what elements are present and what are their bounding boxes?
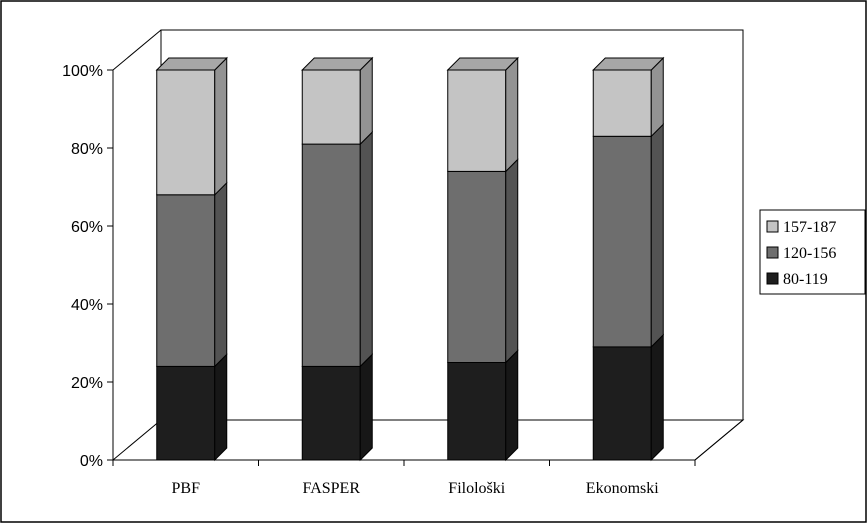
bar-side (650, 333, 664, 462)
bar-segment (592, 333, 664, 462)
bar-top (155, 57, 228, 71)
bar-segment (447, 349, 519, 462)
legend-item: 120-156 (766, 245, 836, 262)
bar-side (214, 353, 228, 462)
legend-label: 80-119 (783, 271, 828, 288)
side-wall-edge (112, 29, 162, 71)
bar-side (505, 349, 519, 462)
bar-face (592, 69, 652, 137)
legend-label: 120-156 (783, 245, 836, 262)
bar-segment (592, 123, 664, 349)
y-tick-label: 20% (71, 375, 103, 392)
bar-face (447, 69, 507, 172)
y-tick-label: 100% (62, 63, 103, 80)
legend-label: 157-187 (783, 219, 836, 236)
bar-stack (592, 56, 665, 462)
bar-segment (301, 130, 373, 368)
bar-stacks (155, 56, 665, 462)
bar-segment (156, 181, 228, 368)
bar-stack (446, 56, 519, 462)
bar-face (592, 135, 652, 348)
bar-side (359, 353, 373, 462)
x-tick-label: Ekonomski (586, 480, 659, 497)
bar-face (592, 346, 652, 461)
bar-segment (156, 353, 228, 462)
bar-face (301, 69, 361, 145)
bar-segment (446, 56, 519, 173)
bar-top (301, 57, 374, 71)
bar-side (505, 56, 519, 173)
x-tick-labels: PBF FASPER Filološki Ekonomski (172, 480, 660, 497)
y-tick-label: 60% (71, 219, 103, 236)
legend-item: 80-119 (766, 271, 828, 288)
bar-side (650, 123, 664, 349)
bar-side (505, 158, 519, 364)
bar-face (301, 143, 361, 367)
floor-right-edge (694, 419, 744, 461)
legend-item: 157-187 (766, 219, 836, 236)
bar-face (447, 170, 507, 363)
y-tick-label: 80% (71, 141, 103, 158)
bar-side (214, 56, 228, 197)
x-tick-label: FASPER (302, 480, 360, 497)
y-tick-label: 40% (71, 297, 103, 314)
bar-side (650, 56, 664, 138)
x-tick-label: PBF (172, 480, 201, 497)
bar-segment (155, 56, 228, 197)
bar-face (301, 365, 361, 461)
bar-segment (592, 56, 665, 138)
legend-swatch (766, 246, 779, 259)
bar-segment (447, 158, 519, 364)
bar-side (214, 181, 228, 368)
bar-stack (301, 56, 374, 462)
bar-face (156, 69, 216, 196)
legend-swatch (766, 220, 779, 233)
bar-stack (155, 56, 228, 462)
bar-segment (301, 56, 374, 146)
bar-face (447, 362, 507, 461)
legend-swatch (766, 272, 779, 285)
bar-segment (301, 353, 373, 462)
bar-side (359, 56, 373, 146)
bar-top (446, 57, 519, 71)
y-tick-labels: 0% 20% 40% 60% 80% 100% (62, 63, 103, 470)
bar-side (359, 130, 373, 368)
axes (107, 69, 744, 466)
bar-face (156, 194, 216, 367)
legend: 157-187 120-156 80-119 (759, 209, 866, 295)
x-tick-label: Filološki (448, 480, 505, 497)
y-tick-label: 0% (80, 453, 103, 470)
bar-top (592, 57, 665, 71)
bar-face (156, 365, 216, 461)
